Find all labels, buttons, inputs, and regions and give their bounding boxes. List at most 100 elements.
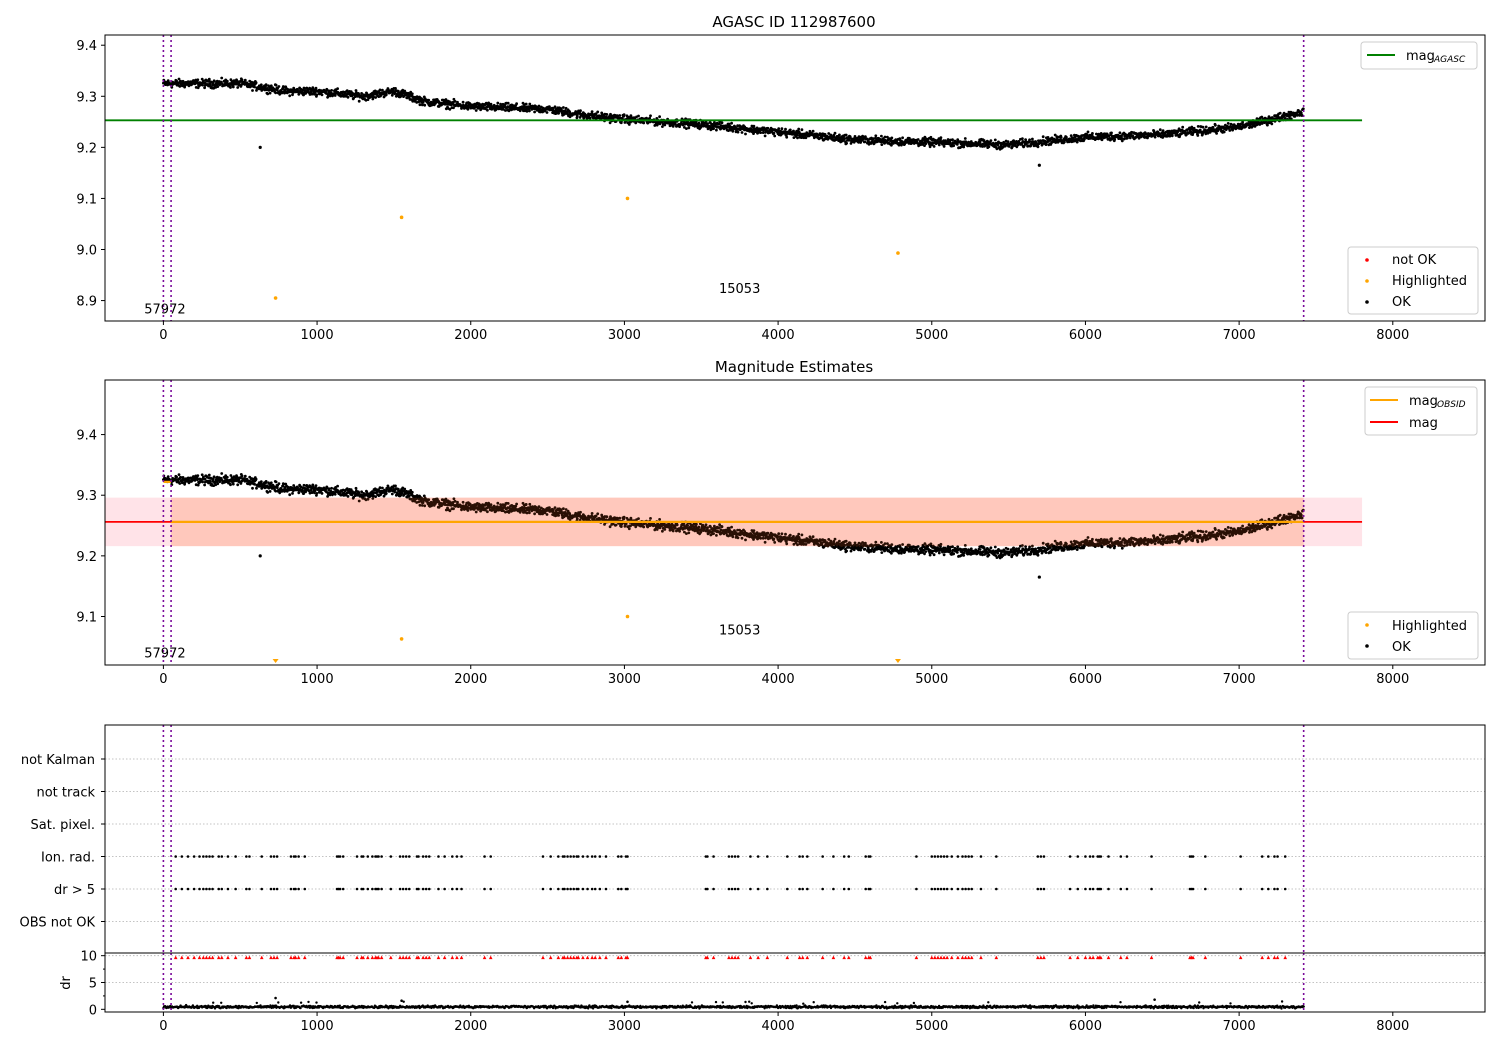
ok-point [1021,137,1024,141]
ok-point [528,102,532,106]
ok-point [269,481,273,485]
plot1-annotation: 57972 [144,302,185,317]
ok-point [251,89,254,92]
ok-point [418,103,422,107]
ok-point [384,93,388,97]
ok-point [663,123,667,127]
ok-point [901,136,904,140]
ok-point [987,553,991,557]
ok-point [378,486,382,490]
ok-point [180,84,184,88]
ok-point [928,553,932,557]
ok-point [686,524,689,527]
ok-point [845,141,848,145]
ok-point [166,79,170,83]
ok-point [766,126,770,130]
ok-point [703,121,707,125]
ok-point [752,124,756,128]
ok-point [390,93,394,97]
ok-point [788,128,792,132]
ok-point [166,475,170,479]
ok-point [730,121,733,125]
ok-point [772,131,776,135]
legend-marker [1365,258,1369,262]
ok-point [220,76,224,80]
ok-point [407,95,411,99]
ok-point [562,507,565,510]
ok-point [423,103,427,107]
ok-point [804,543,808,546]
ok-point [712,127,715,130]
ok-point [243,78,247,82]
ok-point [371,497,375,500]
ok-point [1196,125,1200,128]
ok-point [661,125,664,128]
ok-point [448,107,452,111]
ok-point [1113,138,1117,141]
ok-point [649,114,652,118]
ok-point [381,88,384,92]
ok-point [1181,125,1185,129]
ok-point [989,139,993,143]
ok-point [863,547,867,551]
ok-point [236,483,240,487]
ok-point [274,83,278,87]
ok-point [240,78,244,82]
ok-point [1270,122,1274,126]
ok-point [668,124,672,128]
ok-point [948,549,952,553]
ok-point [939,542,943,546]
highlighted-point [399,215,404,220]
ok-point [236,86,240,89]
ok-point [314,484,318,487]
highlighted-point [896,251,900,255]
ok-point [673,122,677,126]
ok-point [179,475,183,479]
ok-point [537,104,541,108]
ok-point [627,123,631,126]
ok-point [302,86,306,90]
ok-point [811,129,815,133]
ok-point [695,523,698,526]
ok-point [792,535,795,538]
ok-point [251,486,254,490]
ok-point [864,541,867,545]
ok-point [274,91,278,95]
ok-point [225,475,229,479]
ok-point [1028,138,1031,142]
plot1-annotation: 15053 [719,282,760,297]
ok-point [838,539,841,543]
plot1-xtick-label: 5000 [915,328,948,343]
ok-point [1037,163,1041,167]
ok-point [800,128,804,132]
plot1-xtick-label: 7000 [1223,328,1256,343]
legend-marker [1365,300,1369,304]
plot1-ytick-label: 9.3 [76,90,97,105]
ok-point [697,121,701,125]
ok-point [548,506,551,509]
ok-point [1222,130,1226,134]
ok-point [937,551,941,555]
ok-point [466,509,470,512]
ok-point [759,131,763,135]
ok-point [924,550,928,553]
ok-point [605,515,609,519]
ok-point [590,512,594,515]
ok-point [333,492,337,496]
ok-point [845,549,848,553]
ok-point [452,106,455,110]
ok-point [336,87,339,90]
ok-point [346,495,350,498]
ok-point [394,87,397,90]
ok-point [763,540,767,544]
ok-point [740,536,744,540]
ok-point [874,134,878,138]
ok-point [327,487,331,491]
ok-point [266,92,270,96]
ok-point [736,124,739,128]
ok-point [220,472,224,475]
ok-point [528,502,532,506]
ok-point [453,499,457,503]
ok-point [511,107,514,111]
ok-point [1301,107,1305,111]
